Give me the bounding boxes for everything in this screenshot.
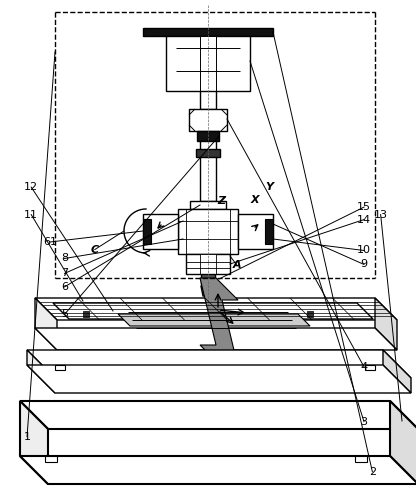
Text: A: A [233,260,241,270]
Bar [238,214,273,249]
Polygon shape [390,401,416,484]
Text: 1: 1 [24,432,30,442]
Polygon shape [20,401,416,429]
Text: 13: 13 [374,210,388,220]
Polygon shape [35,298,57,350]
Bar [196,149,220,157]
Bar [186,254,230,274]
Polygon shape [27,350,411,378]
Bar [307,311,313,317]
Text: 15: 15 [357,202,371,212]
Polygon shape [20,456,416,484]
Bar [143,214,178,249]
Bar [83,311,89,317]
Bar [166,36,250,91]
Bar [178,209,238,254]
Text: Z: Z [218,196,226,206]
Bar [201,274,215,286]
Text: 7: 7 [61,268,68,278]
Text: Y: Y [265,182,274,192]
Text: 2: 2 [369,467,376,477]
Polygon shape [201,286,215,296]
Bar [200,141,216,201]
Bar [200,91,216,109]
Bar [55,365,65,370]
Polygon shape [53,303,373,319]
Polygon shape [383,350,411,393]
Text: 6: 6 [61,282,68,292]
Polygon shape [375,298,397,350]
Bar [189,109,227,131]
Text: 61: 61 [43,237,57,247]
Text: 4: 4 [360,362,368,372]
Bar [197,131,219,141]
Text: C: C [91,245,99,254]
Bar [190,201,226,209]
Polygon shape [118,314,310,326]
Polygon shape [20,401,48,484]
Text: 12: 12 [24,182,38,192]
Text: 3: 3 [361,417,367,427]
Polygon shape [200,278,238,367]
Bar [265,219,273,244]
Bar [143,28,273,36]
Text: 11: 11 [24,210,38,220]
Text: 8: 8 [61,253,68,263]
Bar [200,254,216,274]
Polygon shape [27,350,55,393]
Bar [355,456,367,462]
Text: X: X [250,195,259,205]
Text: 14: 14 [357,215,371,225]
Bar [45,456,57,462]
Bar [365,365,375,370]
Text: 10: 10 [357,246,371,255]
Polygon shape [27,365,411,393]
Text: 9: 9 [360,259,368,269]
Text: 5: 5 [61,309,68,319]
Bar [143,219,151,244]
Polygon shape [35,328,397,350]
Polygon shape [35,298,397,320]
Bar [200,36,216,91]
